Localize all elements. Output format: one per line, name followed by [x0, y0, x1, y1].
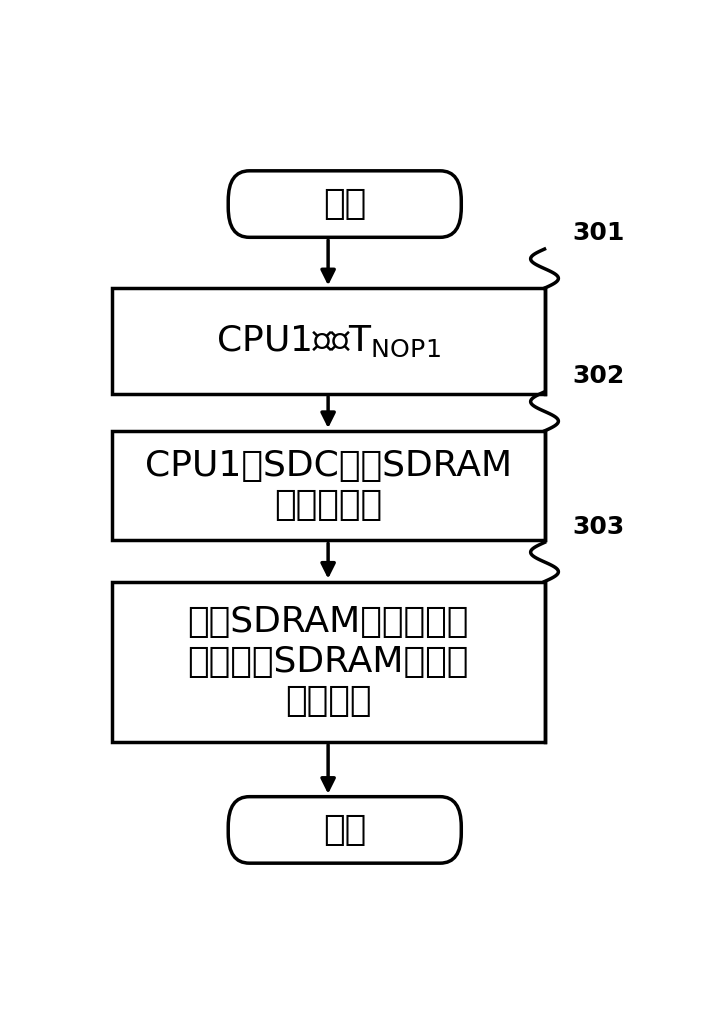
FancyBboxPatch shape	[228, 171, 461, 238]
Text: 301: 301	[572, 221, 624, 245]
Text: 利用SDRAM的初始化过
程，调整SDRAM总线的
工作频率: 利用SDRAM的初始化过 程，调整SDRAM总线的 工作频率	[188, 606, 469, 718]
Text: 结束: 结束	[323, 813, 367, 847]
Text: CPU1向SDC发送SDRAM
初始化命令: CPU1向SDC发送SDRAM 初始化命令	[145, 449, 512, 522]
Text: 302: 302	[572, 364, 624, 388]
FancyBboxPatch shape	[228, 797, 461, 864]
Bar	[112, 289, 545, 394]
Bar	[112, 431, 545, 541]
Text: 开始: 开始	[323, 187, 367, 221]
Text: 303: 303	[572, 514, 624, 538]
Bar	[112, 581, 545, 742]
Text: CPU1设置T$_{\mathregular{NOP1}}$: CPU1设置T$_{\mathregular{NOP1}}$	[216, 323, 440, 359]
